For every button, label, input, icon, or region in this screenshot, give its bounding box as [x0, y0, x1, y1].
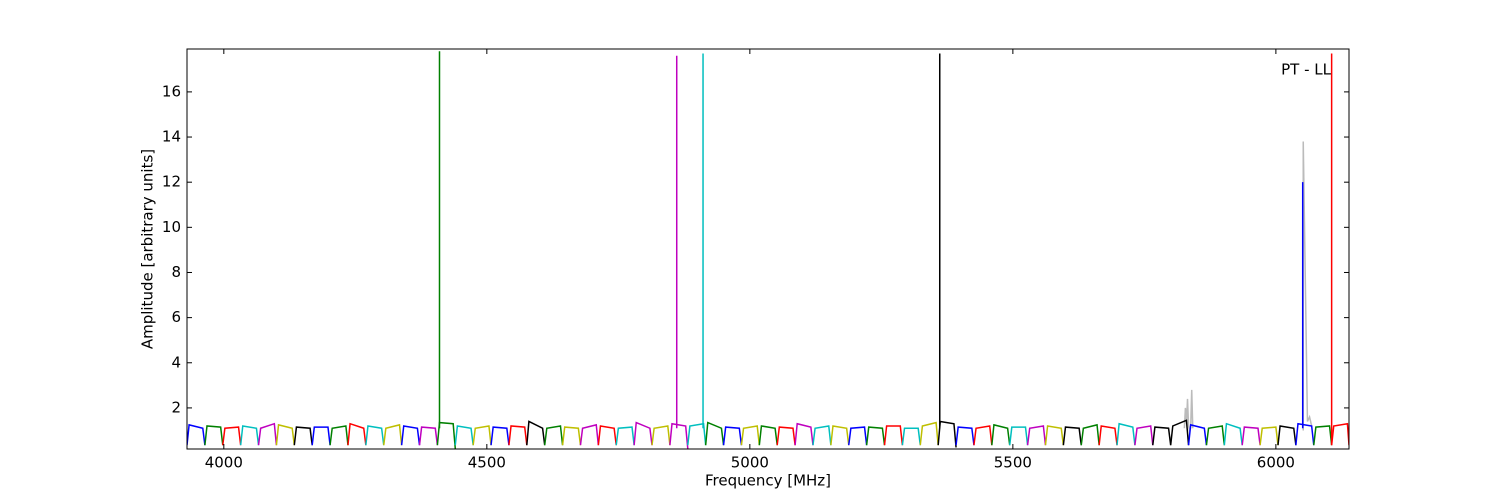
series-line [812, 425, 832, 446]
series-line [365, 425, 385, 446]
y-tick-label: 2 [171, 398, 181, 416]
series-line [222, 426, 242, 446]
series-line [526, 420, 546, 446]
series-line [204, 425, 224, 446]
y-tick-label: 14 [162, 128, 181, 146]
series-line [187, 423, 206, 446]
x-tick-label: 5500 [994, 454, 1032, 472]
series-line [382, 423, 403, 446]
y-tick-label: 16 [162, 82, 181, 100]
annotation: PT - LL [1281, 61, 1332, 79]
series-line [329, 425, 349, 446]
y-tick-label: 10 [162, 218, 181, 236]
x-tick-label: 4500 [468, 454, 506, 472]
series-line [1169, 419, 1190, 446]
series-line [687, 422, 707, 446]
series-line [293, 426, 313, 446]
series-line [597, 425, 617, 446]
series-line [740, 425, 761, 446]
series-line [1187, 423, 1208, 446]
series-line [973, 425, 993, 446]
series-line [239, 425, 260, 446]
series-line [848, 426, 868, 446]
series-line [991, 423, 1011, 446]
series-line [543, 425, 564, 446]
series-line [901, 427, 922, 446]
series-line [615, 426, 635, 446]
series-line [275, 423, 296, 446]
series-line [347, 422, 367, 446]
series-line [669, 422, 689, 449]
series-line [794, 422, 814, 446]
series-line [955, 426, 975, 446]
series-line [1183, 389, 1194, 433]
plot-frame [186, 48, 1350, 450]
series-line [1330, 422, 1349, 446]
y-tick-label: 12 [162, 173, 181, 191]
series-line [704, 421, 725, 446]
series-line [418, 426, 439, 446]
series-line [1223, 422, 1243, 446]
series-line [1026, 425, 1047, 446]
series-line [1313, 425, 1333, 446]
x-tick-label: 4000 [205, 454, 243, 472]
y-tick-label: 6 [171, 308, 181, 326]
series-line [1241, 426, 1261, 446]
series-line [561, 426, 582, 446]
series-line [758, 425, 778, 446]
series-line [883, 425, 904, 446]
series-line [633, 421, 653, 446]
series-line [776, 426, 796, 446]
x-tick-label: 5000 [731, 454, 769, 472]
series-line [490, 426, 510, 446]
series-line [1277, 425, 1297, 446]
x-tick-label: 6000 [1257, 454, 1295, 472]
series-line [1205, 425, 1226, 446]
series-line [1080, 423, 1100, 446]
series-line [454, 425, 474, 446]
series-line [1062, 426, 1082, 446]
series-line [1008, 426, 1029, 446]
y-tick-label: 8 [171, 263, 181, 281]
series-line [937, 420, 957, 448]
series-line [257, 422, 278, 446]
series-line [436, 421, 457, 449]
series-line [830, 425, 850, 446]
series-line [400, 425, 421, 446]
series-line [311, 426, 331, 446]
series-line [919, 421, 939, 446]
series-line [1302, 141, 1313, 431]
series-line [1098, 425, 1118, 446]
series-line [472, 425, 492, 446]
series-line [1152, 426, 1172, 446]
series-line [722, 426, 743, 446]
series-line [1259, 426, 1279, 446]
y-axis-label: Amplitude [arbitrary units] [139, 149, 157, 349]
series-line [1044, 425, 1065, 446]
series-line [508, 425, 528, 446]
series-line [1116, 422, 1136, 446]
series-line [1134, 425, 1154, 446]
series-line [579, 423, 600, 446]
series-line [1295, 422, 1315, 446]
y-tick-label: 4 [171, 353, 181, 371]
series-line [865, 426, 886, 446]
series-line [651, 425, 671, 446]
x-axis-label: Frequency [MHz] [705, 472, 831, 490]
